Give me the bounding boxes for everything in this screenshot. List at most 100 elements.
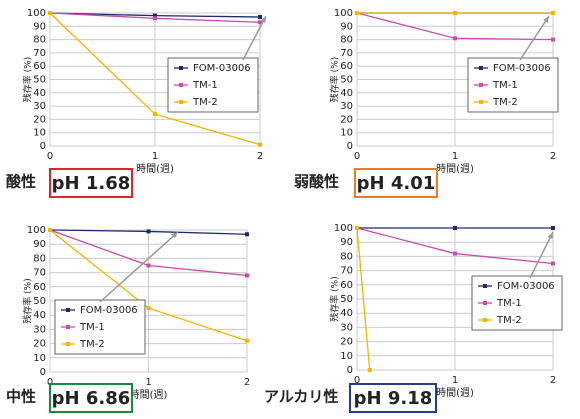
y-tick-label: 0 bbox=[40, 367, 46, 378]
y-tick-label: 20 bbox=[340, 337, 353, 348]
legend-marker bbox=[66, 308, 70, 312]
legend-label: TM-1 bbox=[492, 80, 518, 91]
marker bbox=[551, 226, 555, 230]
marker bbox=[551, 37, 555, 42]
x-tick-label: 1 bbox=[452, 375, 458, 386]
y-tick-label: 90 bbox=[33, 21, 46, 32]
legend-label: TM-2 bbox=[496, 315, 522, 326]
arrow bbox=[99, 231, 179, 303]
ph-label: pH 6.86 bbox=[52, 388, 131, 409]
marker bbox=[367, 368, 372, 372]
y-tick-label: 100 bbox=[27, 8, 46, 19]
condition-label: アルカリ性 bbox=[264, 388, 338, 406]
ph-box bbox=[49, 383, 133, 413]
ph-box bbox=[49, 168, 133, 198]
x-tick-label: 2 bbox=[244, 377, 250, 388]
ph-label: pH 4.01 bbox=[357, 173, 436, 194]
legend-marker bbox=[479, 100, 483, 104]
legend-label: TM-2 bbox=[192, 97, 218, 108]
arrow-head bbox=[547, 232, 553, 239]
arrow bbox=[529, 231, 554, 279]
y-tick-label: 90 bbox=[340, 237, 353, 248]
legend-label: FOM-03006 bbox=[497, 281, 555, 292]
marker bbox=[453, 251, 457, 256]
y-tick-label: 90 bbox=[33, 239, 46, 250]
y-tick-label: 0 bbox=[347, 365, 353, 376]
y-tick-label: 20 bbox=[33, 339, 46, 350]
condition-label: 弱酸性 bbox=[294, 173, 339, 191]
marker bbox=[258, 14, 262, 19]
y-tick-label: 40 bbox=[33, 310, 46, 321]
arrow bbox=[242, 15, 267, 61]
y-tick-label: 10 bbox=[340, 128, 353, 139]
legend-marker bbox=[483, 301, 487, 305]
condition-label: 中性 bbox=[6, 388, 36, 406]
x-tick-label: 1 bbox=[452, 151, 458, 162]
y-tick-label: 100 bbox=[334, 223, 353, 234]
marker bbox=[153, 13, 157, 18]
legend-marker bbox=[479, 66, 483, 70]
y-tick-label: 50 bbox=[33, 296, 46, 307]
arrow bbox=[519, 15, 550, 61]
x-tick-label: 1 bbox=[145, 377, 151, 388]
y-tick-label: 80 bbox=[33, 253, 46, 264]
marker bbox=[551, 11, 555, 15]
x-tick-label: 0 bbox=[354, 375, 360, 386]
x-tick-label: 2 bbox=[550, 375, 556, 386]
legend-marker bbox=[66, 342, 70, 346]
y-tick-label: 50 bbox=[340, 75, 353, 86]
y-axis-label: 残存率 (%) bbox=[329, 57, 341, 102]
y-tick-label: 30 bbox=[340, 101, 353, 112]
y-tick-label: 100 bbox=[334, 8, 353, 19]
y-tick-label: 60 bbox=[340, 61, 353, 72]
y-tick-label: 40 bbox=[340, 88, 353, 99]
marker bbox=[146, 263, 151, 268]
y-tick-label: 70 bbox=[340, 266, 353, 277]
arrow-head bbox=[543, 16, 549, 23]
y-tick-label: 60 bbox=[33, 282, 46, 293]
legend-marker bbox=[479, 83, 483, 87]
x-tick-label: 0 bbox=[47, 151, 53, 162]
y-tick-label: 30 bbox=[33, 324, 46, 335]
ph-box bbox=[354, 168, 438, 198]
marker bbox=[551, 261, 555, 266]
y-tick-label: 10 bbox=[33, 353, 46, 364]
legend-marker bbox=[179, 66, 183, 70]
marker bbox=[146, 306, 151, 311]
marker bbox=[245, 273, 249, 278]
y-tick-label: 20 bbox=[340, 114, 353, 125]
y-axis-label: 残存率 (%) bbox=[22, 57, 34, 102]
legend-label: FOM-03006 bbox=[193, 63, 251, 74]
x-axis-label: 時間(週) bbox=[436, 163, 474, 175]
legend-label: FOM-03006 bbox=[493, 63, 551, 74]
legend-marker bbox=[483, 284, 487, 288]
x-tick-label: 2 bbox=[550, 151, 556, 162]
legend-label: TM-1 bbox=[79, 322, 105, 333]
legend-label: TM-2 bbox=[492, 97, 518, 108]
y-axis-label: 残存率 (%) bbox=[329, 276, 341, 321]
x-axis-label: 時間(週) bbox=[436, 387, 474, 399]
y-tick-label: 0 bbox=[347, 141, 353, 152]
marker bbox=[453, 36, 457, 41]
x-axis-label: 時間(週) bbox=[130, 389, 168, 401]
legend-label: TM-2 bbox=[79, 339, 105, 350]
y-tick-label: 60 bbox=[340, 280, 353, 291]
legend-marker bbox=[179, 100, 183, 104]
marker bbox=[48, 11, 52, 15]
y-tick-label: 100 bbox=[27, 225, 46, 236]
y-tick-label: 50 bbox=[33, 75, 46, 86]
marker bbox=[453, 11, 457, 15]
y-tick-label: 80 bbox=[33, 35, 46, 46]
arrow-head bbox=[260, 16, 266, 23]
ph-label: pH 9.18 bbox=[354, 388, 433, 409]
legend-label: TM-1 bbox=[496, 298, 522, 309]
y-tick-label: 10 bbox=[33, 128, 46, 139]
ph-label: pH 1.68 bbox=[52, 173, 131, 194]
x-tick-label: 2 bbox=[257, 151, 263, 162]
y-tick-label: 30 bbox=[340, 322, 353, 333]
marker bbox=[258, 142, 262, 147]
marker bbox=[153, 112, 157, 117]
x-tick-label: 1 bbox=[152, 151, 158, 162]
marker bbox=[245, 232, 249, 237]
